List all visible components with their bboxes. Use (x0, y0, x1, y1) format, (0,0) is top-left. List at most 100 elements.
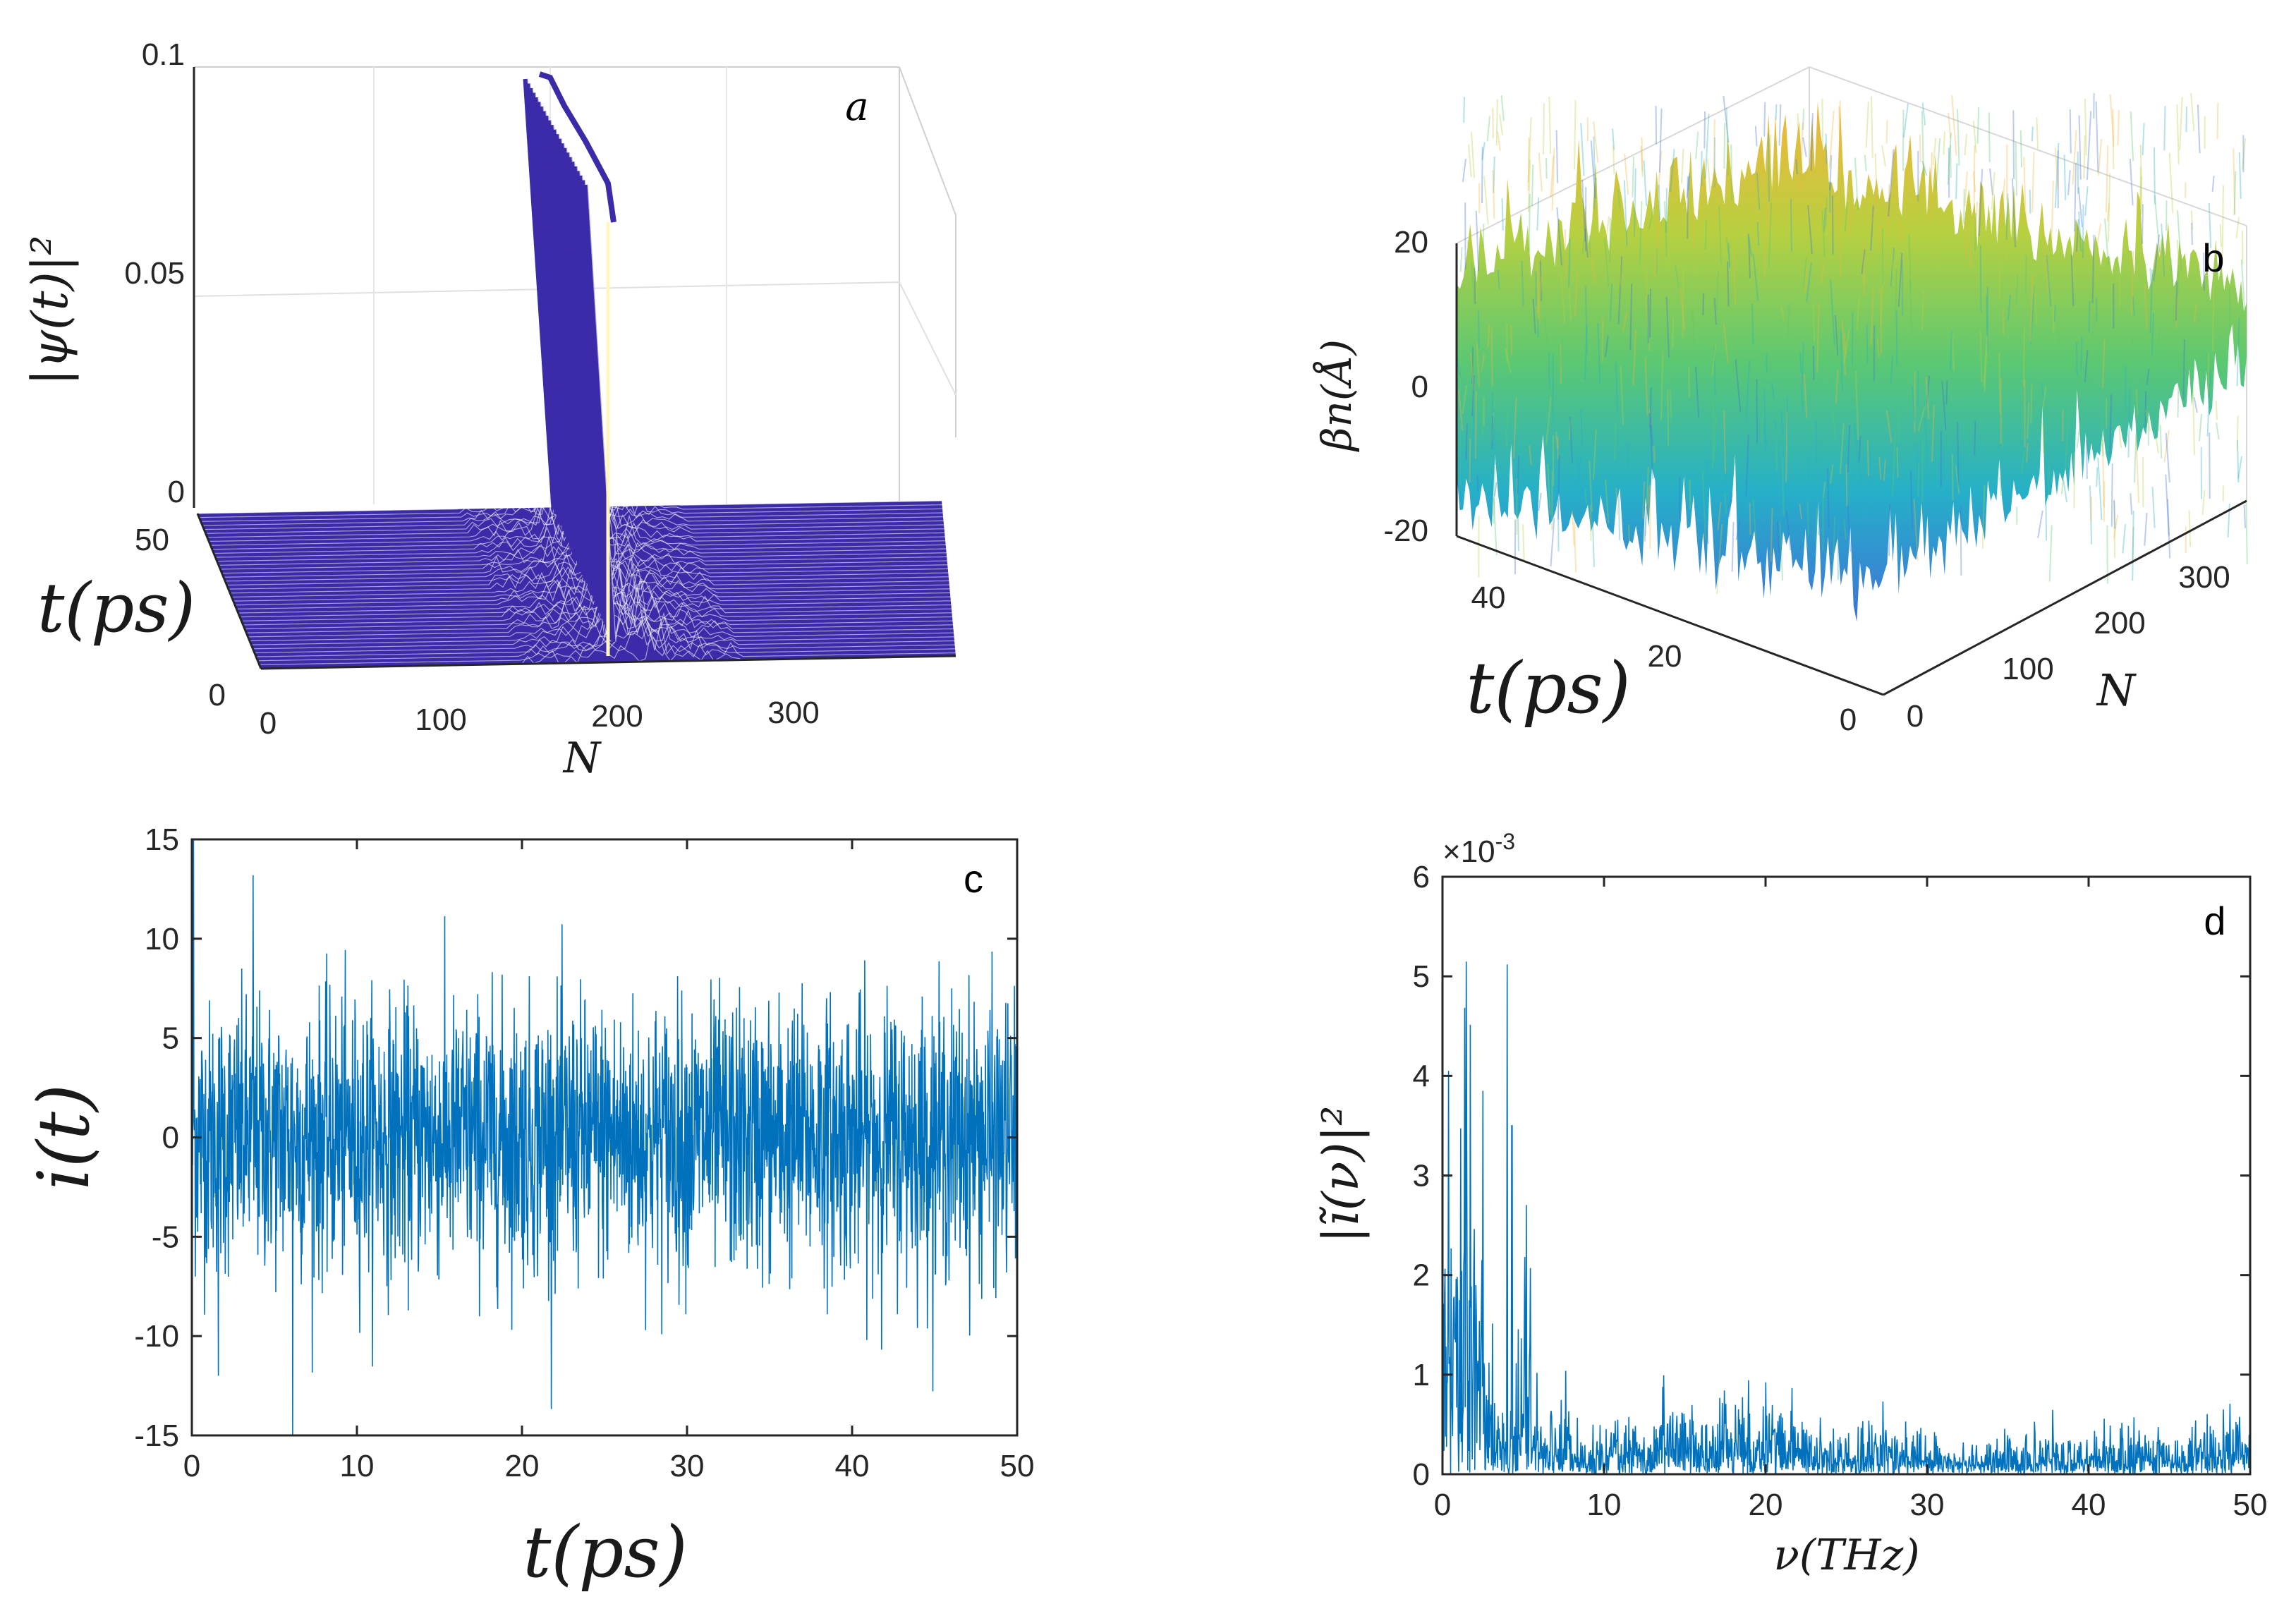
panel-b-texture-streak (1856, 295, 1860, 329)
panel-b-texture-streak (1830, 464, 1834, 484)
panel-b-texture-streak (2135, 389, 2139, 415)
panel-b-texture-streak (2208, 202, 2212, 249)
panel-b-texture-streak (1727, 243, 1730, 268)
panel-b-texture-streak (1867, 217, 1873, 245)
panel-b-texture-streak (1917, 407, 1926, 432)
panel-c-x-tick-label: 40 (835, 1449, 870, 1483)
panel-b-texture-streak (2149, 267, 2152, 291)
panel-b-texture-streak (2153, 234, 2161, 281)
panel-b-texture-streak (1538, 152, 1543, 191)
panel-b-texture-streak (1663, 201, 1668, 256)
panel-b-texture-streak (1821, 209, 1826, 257)
panel-b-texture-streak (2139, 144, 2143, 214)
panel-b-texture-streak (1896, 447, 1899, 478)
panel-b-texture-streak (1786, 303, 1790, 339)
panel-b-texture-streak (1677, 197, 1685, 226)
panel-c-y-tick-label: -10 (134, 1319, 179, 1354)
panel-b-texture-streak (1536, 257, 1541, 324)
panel-b-texture-streak (2192, 389, 2196, 455)
panel-b-texture-streak (1481, 353, 1486, 372)
panel-b-texture-streak (1847, 425, 1851, 473)
panel-b-texture-streak (1584, 206, 1587, 228)
panel-b-texture-streak (2075, 219, 2079, 252)
panel-b-texture-streak (1870, 205, 1874, 251)
panel-b-texture-streak (1633, 168, 1636, 237)
panel-b-texture-streak (2165, 474, 2170, 536)
panel-b-texture-streak (2137, 339, 2139, 396)
panel-b-texture-streak (2149, 269, 2154, 334)
panel-b-texture-streak (1605, 216, 1610, 238)
panel-b-texture-streak (1806, 262, 1812, 303)
panel-b-texture-streak (2144, 284, 2148, 329)
panel-b-texture-streak (2215, 400, 2218, 420)
panel-b-texture-streak (2113, 514, 2119, 539)
panel-b-texture-streak (1574, 271, 1579, 317)
panel-c-label: c (964, 856, 983, 901)
panel-b-texture-streak (2193, 397, 2198, 413)
panel-b-texture-streak (1629, 284, 1633, 351)
panel-b-texture-streak (1481, 142, 1486, 160)
panel-b-texture-streak (2063, 480, 2068, 503)
panel-b-texture-streak (1921, 441, 1924, 503)
panel-b-texture-streak (2104, 218, 2110, 265)
panel-b-texture-streak (1775, 104, 1778, 121)
panel-b-texture-streak (1843, 330, 1850, 364)
panel-b-texture-streak (1653, 220, 1660, 277)
panel-d-ylabel: |ĩ(ν)|² (1312, 1106, 1370, 1244)
panel-b-texture-streak (1731, 522, 1735, 572)
panel-b-texture-streak (1482, 224, 1485, 247)
panel-b-texture-streak (2069, 109, 2072, 154)
panel-b-texture-streak (1631, 358, 1634, 376)
panel-b-texture-streak (1828, 110, 1835, 168)
panel-b-texture-streak (1735, 520, 1741, 540)
panel-b-texture-streak (1527, 117, 1532, 183)
panel-b-texture-streak (1768, 202, 1773, 267)
panel-b-texture-streak (2060, 475, 2065, 494)
panel-b-texture-streak (1536, 197, 1540, 231)
panel-b-texture-streak (1658, 184, 1661, 220)
panel-b-texture-streak (2166, 499, 2171, 559)
panel-b-texture-streak (2168, 152, 2174, 214)
panel-a-ylabel: t(ps) (37, 569, 195, 648)
panel-b-texture-streak (2019, 130, 2022, 168)
panel-b-texture-streak (1581, 236, 1586, 255)
panel-b-texture-streak (1686, 175, 1690, 198)
panel-b-texture-streak (1658, 108, 1663, 173)
panel-d-exponent-power: -3 (1495, 829, 1515, 854)
panel-c-x-tick-label: 30 (670, 1449, 705, 1483)
panel-b-texture-streak (1932, 138, 1937, 165)
panel-d-y-tick-label: 4 (1413, 1059, 1430, 1093)
panel-b-texture-streak (1647, 486, 1650, 519)
panel-b-texture-streak (1492, 169, 1495, 219)
panel-b-texture-streak (1626, 442, 1629, 468)
panel-b-texture-streak (2107, 173, 2111, 243)
panel-b-texture-streak (1538, 492, 1542, 511)
panel-b-ylabel: t(ps) (1466, 647, 1631, 729)
panel-b-texture-streak (1723, 470, 1727, 527)
panel-b-texture-streak (1615, 362, 1618, 413)
panel-b-texture-streak (1877, 224, 1881, 250)
panel-b-texture-streak (1991, 171, 1996, 210)
panel-b-texture-streak (1622, 311, 1628, 333)
panel-b-texture-streak (1713, 298, 1717, 325)
panel-b-texture-streak (2023, 157, 2027, 224)
panel-b-texture-streak (1948, 112, 1952, 139)
panel-b-texture-streak (1660, 351, 1664, 420)
panel-b-texture-streak (1739, 372, 1743, 389)
panel-b-texture-streak (1568, 238, 1571, 289)
panel-b-texture-streak (1648, 413, 1654, 480)
panel-b-texture-streak (1550, 156, 1555, 198)
panel-b-texture-streak (2077, 151, 2079, 194)
panel-b-texture-streak (1590, 140, 1596, 199)
panel-b-texture-streak (1481, 147, 1483, 204)
panel-b-texture-streak (1617, 481, 1621, 540)
panel-b-n-tick: 300 (2178, 560, 2230, 595)
panel-b-texture-streak (1718, 205, 1723, 264)
panel-b-texture-streak (2130, 111, 2134, 162)
panel-b-texture-streak (1543, 103, 1545, 154)
panel-b-texture-streak (2037, 510, 2043, 538)
panel-b-texture-streak (1749, 502, 1751, 535)
panel-c-x-tick-label: 50 (1000, 1449, 1035, 1483)
panel-b-texture-streak (2206, 368, 2211, 437)
panel-b-texture-streak (1947, 376, 1952, 402)
